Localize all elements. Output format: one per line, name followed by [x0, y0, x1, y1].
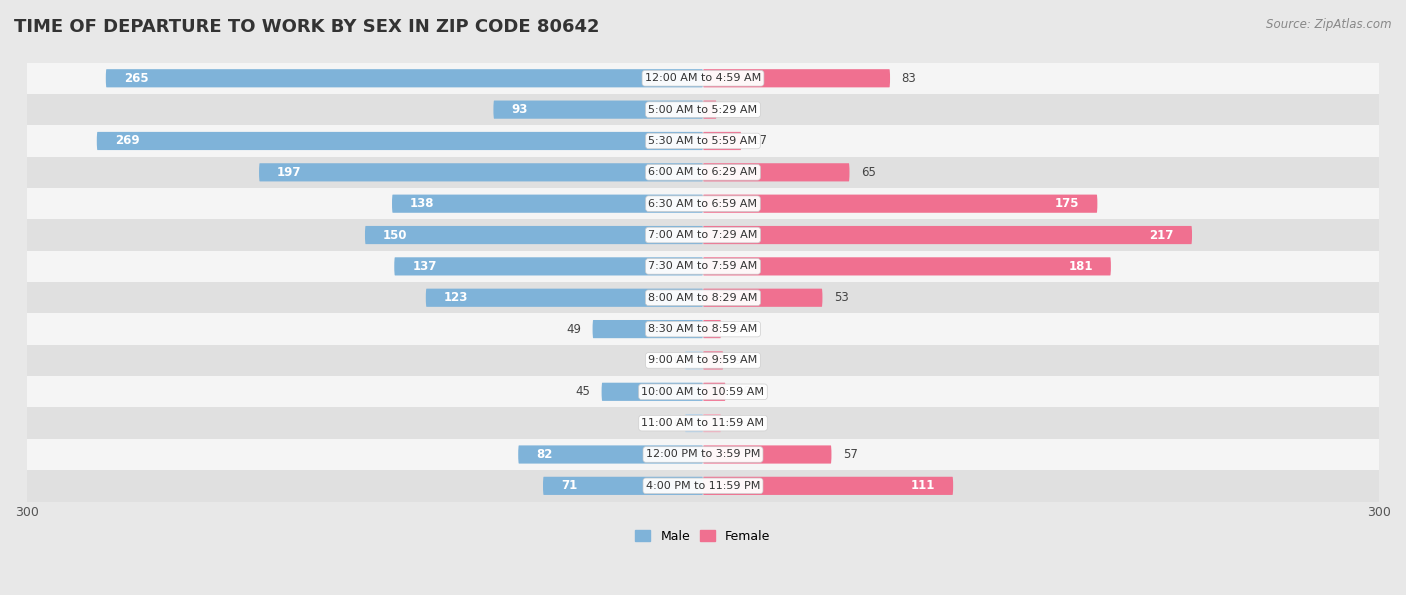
FancyBboxPatch shape: [703, 320, 721, 338]
Bar: [27, 439, 1379, 470]
FancyBboxPatch shape: [543, 477, 703, 495]
Bar: [27, 282, 1379, 314]
Text: 7:30 AM to 7:59 AM: 7:30 AM to 7:59 AM: [648, 261, 758, 271]
Text: 6: 6: [728, 103, 735, 116]
Text: 265: 265: [124, 72, 149, 84]
FancyBboxPatch shape: [703, 477, 953, 495]
FancyBboxPatch shape: [259, 163, 703, 181]
Text: 65: 65: [860, 166, 876, 179]
Text: 8:30 AM to 8:59 AM: 8:30 AM to 8:59 AM: [648, 324, 758, 334]
Text: 137: 137: [412, 260, 437, 273]
FancyBboxPatch shape: [592, 320, 703, 338]
Text: TIME OF DEPARTURE TO WORK BY SEX IN ZIP CODE 80642: TIME OF DEPARTURE TO WORK BY SEX IN ZIP …: [14, 18, 599, 36]
Text: 5:30 AM to 5:59 AM: 5:30 AM to 5:59 AM: [648, 136, 758, 146]
FancyBboxPatch shape: [703, 101, 717, 119]
Text: 123: 123: [444, 291, 468, 304]
Bar: [27, 250, 1379, 282]
Bar: [27, 62, 1379, 94]
FancyBboxPatch shape: [394, 257, 703, 275]
Text: 9:00 AM to 9:59 AM: 9:00 AM to 9:59 AM: [648, 355, 758, 365]
Bar: [27, 220, 1379, 250]
FancyBboxPatch shape: [685, 352, 703, 369]
Text: 150: 150: [382, 228, 408, 242]
Text: 7:00 AM to 7:29 AM: 7:00 AM to 7:29 AM: [648, 230, 758, 240]
Bar: [27, 376, 1379, 408]
Text: 269: 269: [115, 134, 139, 148]
Text: 6:00 AM to 6:29 AM: 6:00 AM to 6:29 AM: [648, 167, 758, 177]
Text: 175: 175: [1054, 197, 1080, 210]
FancyBboxPatch shape: [426, 289, 703, 307]
Text: 57: 57: [842, 448, 858, 461]
Text: 53: 53: [834, 291, 848, 304]
Text: 8:00 AM to 8:29 AM: 8:00 AM to 8:29 AM: [648, 293, 758, 303]
Text: 181: 181: [1069, 260, 1092, 273]
FancyBboxPatch shape: [97, 132, 703, 150]
Bar: [27, 408, 1379, 439]
FancyBboxPatch shape: [703, 195, 1097, 213]
FancyBboxPatch shape: [685, 414, 703, 432]
Text: 17: 17: [752, 134, 768, 148]
Text: 4:00 PM to 11:59 PM: 4:00 PM to 11:59 PM: [645, 481, 761, 491]
Bar: [27, 470, 1379, 502]
Bar: [27, 94, 1379, 126]
Text: 93: 93: [512, 103, 527, 116]
Text: 6:30 AM to 6:59 AM: 6:30 AM to 6:59 AM: [648, 199, 758, 209]
FancyBboxPatch shape: [703, 289, 823, 307]
Bar: [27, 188, 1379, 220]
Text: 9: 9: [734, 354, 742, 367]
FancyBboxPatch shape: [703, 163, 849, 181]
Text: 5:00 AM to 5:29 AM: 5:00 AM to 5:29 AM: [648, 105, 758, 115]
Text: 49: 49: [567, 322, 581, 336]
Legend: Male, Female: Male, Female: [630, 525, 776, 548]
FancyBboxPatch shape: [703, 352, 723, 369]
Bar: [27, 314, 1379, 345]
FancyBboxPatch shape: [703, 383, 725, 401]
Text: 111: 111: [911, 480, 935, 492]
Text: 12:00 PM to 3:59 PM: 12:00 PM to 3:59 PM: [645, 449, 761, 459]
FancyBboxPatch shape: [703, 132, 741, 150]
Text: 138: 138: [411, 197, 434, 210]
Text: 71: 71: [561, 480, 578, 492]
FancyBboxPatch shape: [519, 446, 703, 464]
FancyBboxPatch shape: [494, 101, 703, 119]
Bar: [27, 345, 1379, 376]
Text: 217: 217: [1150, 228, 1174, 242]
FancyBboxPatch shape: [366, 226, 703, 244]
Bar: [27, 126, 1379, 156]
Text: 12:00 AM to 4:59 AM: 12:00 AM to 4:59 AM: [645, 73, 761, 83]
Text: 11:00 AM to 11:59 AM: 11:00 AM to 11:59 AM: [641, 418, 765, 428]
Bar: [27, 156, 1379, 188]
FancyBboxPatch shape: [602, 383, 703, 401]
Text: Source: ZipAtlas.com: Source: ZipAtlas.com: [1267, 18, 1392, 31]
Text: 83: 83: [901, 72, 917, 84]
Text: 10:00 AM to 10:59 AM: 10:00 AM to 10:59 AM: [641, 387, 765, 397]
FancyBboxPatch shape: [703, 414, 721, 432]
Text: 82: 82: [536, 448, 553, 461]
FancyBboxPatch shape: [703, 69, 890, 87]
FancyBboxPatch shape: [392, 195, 703, 213]
Text: 8: 8: [733, 322, 740, 336]
Text: 0: 0: [725, 416, 733, 430]
FancyBboxPatch shape: [703, 446, 831, 464]
Text: 45: 45: [575, 386, 591, 398]
Text: 10: 10: [737, 386, 752, 398]
FancyBboxPatch shape: [703, 226, 1192, 244]
Text: 0: 0: [673, 354, 681, 367]
FancyBboxPatch shape: [703, 257, 1111, 275]
Text: 197: 197: [277, 166, 301, 179]
Text: 0: 0: [673, 416, 681, 430]
FancyBboxPatch shape: [105, 69, 703, 87]
